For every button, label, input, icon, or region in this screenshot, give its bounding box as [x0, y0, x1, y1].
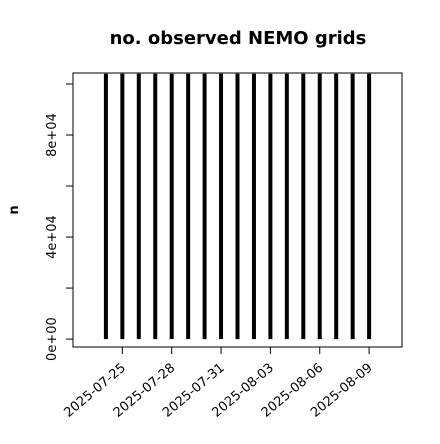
plot-box — [72, 72, 403, 348]
y-axis-label: n — [7, 205, 22, 214]
chart-title: no. observed NEMO grids — [110, 28, 367, 49]
y-tick-label: 0e+00 — [45, 317, 60, 361]
y-tick-label: 8e+04 — [45, 113, 60, 157]
y-tick-label: 4e+04 — [45, 215, 60, 259]
